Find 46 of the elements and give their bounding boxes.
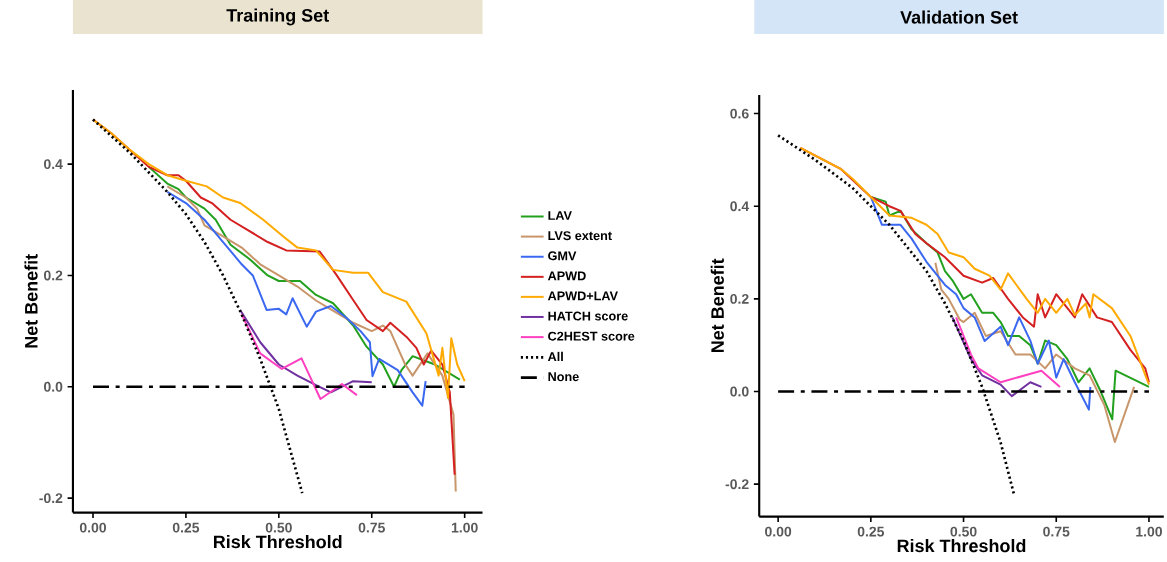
y-tick-label: 0.4 [44, 159, 63, 170]
y-axis-title: Net Benefit [710, 258, 724, 353]
x-tick-label: 0.75 [1043, 526, 1070, 537]
line-series [955, 316, 1061, 389]
y-tick-label: 0.0 [730, 386, 749, 397]
x-tick-label: 0.25 [172, 522, 200, 533]
x-tick-label: 0.25 [857, 526, 885, 537]
y-tick-label: 0.4 [730, 201, 750, 212]
line-series [166, 185, 457, 493]
x-tick-label: 0.00 [765, 526, 792, 537]
y-tick-label: 0.2 [730, 294, 749, 305]
line-series [240, 313, 358, 401]
legend-label: APWD [547, 271, 586, 281]
legend-label: HATCH score [548, 311, 628, 321]
line-series [951, 316, 1043, 398]
x-tick-label: 1.00 [451, 522, 478, 533]
line-series [934, 261, 1136, 444]
y-tick-label: 0.0 [44, 382, 63, 392]
y-tick-label: 0.2 [44, 270, 63, 281]
x-tick-label: 1.00 [1136, 526, 1162, 537]
y-tick-label: -0.2 [39, 493, 63, 504]
line-series [147, 166, 461, 388]
legend-label: All [547, 352, 563, 362]
legend-label: None [548, 372, 579, 382]
legend-label: LVS extent [548, 231, 612, 241]
y-axis-title: Net Benefit [24, 254, 38, 348]
x-tick-label: 0.50 [950, 526, 977, 537]
legend-label: C2HEST score [548, 331, 635, 341]
chart-title: Training Set [226, 8, 329, 26]
legend-label: LAV [548, 211, 572, 221]
line-series [869, 196, 1092, 411]
x-tick-label: 0.00 [79, 522, 107, 533]
x-tick-label: 0.50 [265, 522, 292, 533]
y-tick-label: 0.6 [730, 108, 749, 119]
legend-label: APWD+LAV [547, 291, 618, 301]
line-series [239, 309, 373, 394]
line-series [869, 196, 1150, 421]
line-series [166, 191, 427, 407]
x-tick-label: 0.75 [358, 522, 385, 533]
legend-label: GMV [548, 251, 577, 261]
x-axis-title: Risk Threshold [213, 535, 342, 549]
y-tick-label: -0.2 [725, 479, 749, 490]
line-series [91, 118, 304, 495]
line-series [92, 118, 466, 400]
chart-title: Validation Set [900, 10, 1018, 24]
x-axis-title: Risk Threshold [897, 539, 1026, 553]
